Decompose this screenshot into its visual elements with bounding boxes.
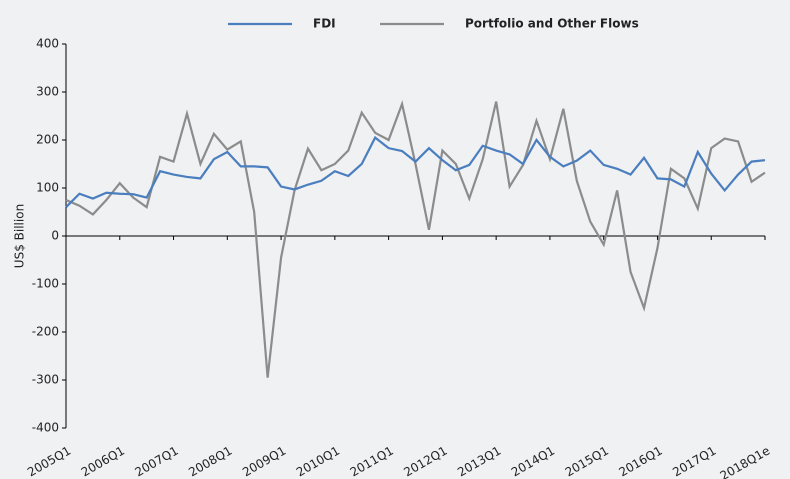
x-tick-label: 2009Q1 [240,444,288,479]
y-tick-label: -100 [32,277,59,291]
x-tick-label: 2010Q1 [294,444,342,479]
y-axis-label: US$ Billion [13,204,27,268]
x-tick-label: 2007Q1 [133,444,181,479]
series-line [65,135,766,208]
legend-label: Portfolio and Other Flows [465,17,639,31]
x-tick-label: 2013Q1 [455,444,503,479]
x-tick-label: 2008Q1 [186,444,234,479]
y-tick-label: 200 [36,133,59,147]
y-tick-label: -200 [32,325,59,339]
x-tick-label: 2005Q1 [25,444,73,479]
y-tick-label: 300 [36,85,59,99]
series-line [65,100,766,378]
legend-label: FDI [313,17,336,31]
y-tick-label: -400 [32,421,59,435]
x-tick-label: 2006Q1 [79,444,127,479]
x-tick-label: 2012Q1 [401,444,449,479]
x-tick-label: 2018Q1e [718,444,773,479]
x-tick-label: 2015Q1 [563,444,611,479]
x-tick-label: 2017Q1 [670,444,718,479]
y-tick-label: 100 [36,181,59,195]
x-tick-label: 2011Q1 [348,444,396,479]
x-tick-label: 2016Q1 [616,444,664,479]
y-tick-label: 0 [51,229,59,243]
x-tick-label: 2014Q1 [509,444,557,479]
y-tick-label: 400 [36,37,59,51]
y-tick-label: -300 [32,373,59,387]
